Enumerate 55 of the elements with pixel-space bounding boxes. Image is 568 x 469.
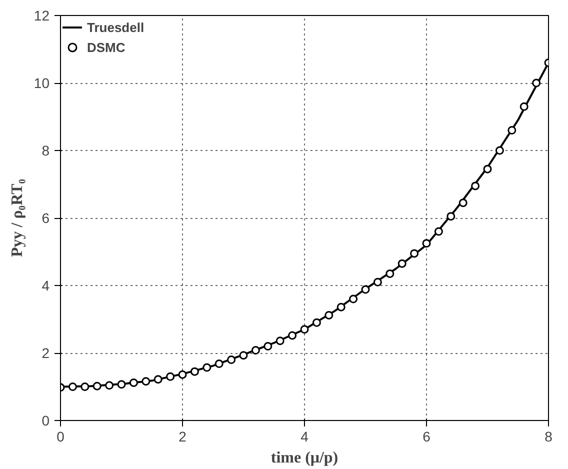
point bbox=[166, 372, 175, 381]
point bbox=[80, 382, 90, 391]
point bbox=[532, 78, 541, 88]
point bbox=[227, 356, 236, 364]
point bbox=[92, 382, 102, 390]
point bbox=[129, 378, 138, 387]
point bbox=[373, 278, 382, 286]
point bbox=[264, 342, 272, 350]
y-tick-label: 8 bbox=[42, 142, 50, 158]
y-tick-label: 6 bbox=[42, 210, 50, 226]
point bbox=[142, 377, 150, 386]
point bbox=[154, 375, 162, 384]
point bbox=[202, 363, 212, 372]
x-tick-label: 2 bbox=[178, 428, 187, 444]
point bbox=[398, 259, 406, 268]
point bbox=[361, 285, 370, 294]
y-tick-label: 2 bbox=[42, 345, 50, 361]
point bbox=[300, 325, 309, 334]
point bbox=[446, 212, 456, 221]
y-axis-title: Pyy / ρ₀RT₀ bbox=[8, 178, 26, 258]
x-tick-label: 4 bbox=[300, 428, 309, 444]
y-tick-label: 0 bbox=[42, 412, 50, 428]
point bbox=[117, 380, 126, 389]
point bbox=[324, 310, 334, 320]
x-tick-label: 8 bbox=[544, 428, 553, 444]
point bbox=[190, 367, 199, 376]
point bbox=[508, 126, 516, 134]
x-axis-title: time (μ/p) bbox=[270, 450, 338, 466]
point bbox=[312, 318, 321, 327]
point bbox=[422, 239, 431, 248]
point bbox=[386, 269, 394, 278]
x-tick-label: 6 bbox=[422, 428, 431, 444]
point bbox=[520, 102, 528, 111]
point bbox=[495, 146, 504, 155]
point bbox=[251, 346, 260, 355]
y-tick-label: 4 bbox=[42, 278, 50, 294]
legend-label: Truesdell bbox=[87, 20, 144, 34]
point bbox=[336, 302, 346, 312]
point bbox=[276, 336, 284, 346]
point bbox=[349, 294, 358, 304]
point bbox=[239, 351, 248, 360]
point bbox=[458, 198, 468, 208]
point bbox=[483, 164, 492, 174]
point bbox=[105, 381, 114, 390]
point bbox=[471, 182, 480, 190]
point bbox=[178, 370, 187, 379]
point bbox=[410, 249, 419, 258]
y-tick-label: 10 bbox=[34, 75, 50, 91]
point bbox=[68, 382, 77, 391]
point bbox=[288, 331, 297, 340]
x-tick-label: 0 bbox=[56, 428, 65, 444]
point bbox=[434, 227, 443, 236]
point bbox=[214, 360, 224, 368]
y-tick-label: 12 bbox=[34, 8, 50, 24]
legend-label: DSMC bbox=[87, 40, 126, 54]
